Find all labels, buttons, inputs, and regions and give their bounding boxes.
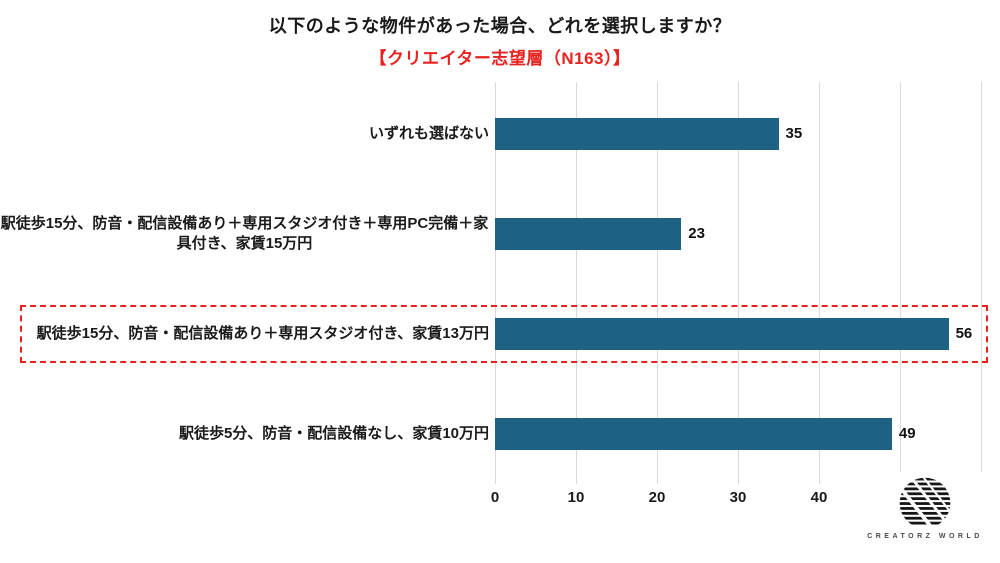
gridline [899, 82, 901, 484]
bar [495, 218, 682, 250]
gridline [575, 82, 577, 484]
category-label: 駅徒歩15分、防音・配信設備あり＋専用スタジオ付き、家賃13万円 [0, 284, 489, 384]
bar [495, 418, 892, 450]
category-label-text: 駅徒歩5分、防音・配信設備なし、家賃10万円 [178, 424, 489, 442]
x-tick-label: 40 [810, 489, 828, 506]
highlight-dashed-box [20, 305, 988, 363]
page-title: 以下のような物件があった場合、どれを選択しますか？ [268, 16, 732, 36]
value-label: 35 [785, 125, 803, 142]
page-subtitle: 【クリエイター志望層（N163）】 [369, 49, 631, 68]
x-tick-label: 20 [648, 489, 666, 506]
gridline [980, 82, 982, 484]
value-label: 49 [898, 425, 916, 442]
category-label: 駅徒歩15分、防音・配信設備あり＋専用スタジオ付き＋専用PC完備＋家具付き、家賃… [0, 184, 489, 284]
gridline [494, 82, 496, 484]
x-tick-label: 10 [567, 489, 585, 506]
gridline [818, 82, 820, 484]
value-label: 23 [688, 225, 705, 242]
value-label: 56 [955, 325, 973, 342]
bar [495, 318, 949, 350]
category-label: 駅徒歩5分、防音・配信設備なし、家賃10万円 [0, 384, 489, 484]
logo: CREATORZ WORLD [853, 472, 997, 556]
category-label-text: 駅徒歩15分、防音・配信設備あり＋専用スタジオ付き＋専用PC完備＋家具付き、家賃… [0, 214, 489, 252]
gridline [656, 82, 658, 484]
category-label-text: 駅徒歩15分、防音・配信設備あり＋専用スタジオ付き、家賃13万円 [36, 324, 489, 342]
logo-text: CREATORZ WORLD [867, 533, 983, 540]
striped-globe-icon [899, 477, 951, 529]
bar [495, 118, 779, 150]
gridline [737, 82, 739, 484]
x-tick-label: 0 [490, 489, 500, 506]
category-label: いずれも選ばない [0, 84, 489, 184]
category-label-text: いずれも選ばない [368, 124, 489, 142]
x-tick-label: 30 [729, 489, 747, 506]
